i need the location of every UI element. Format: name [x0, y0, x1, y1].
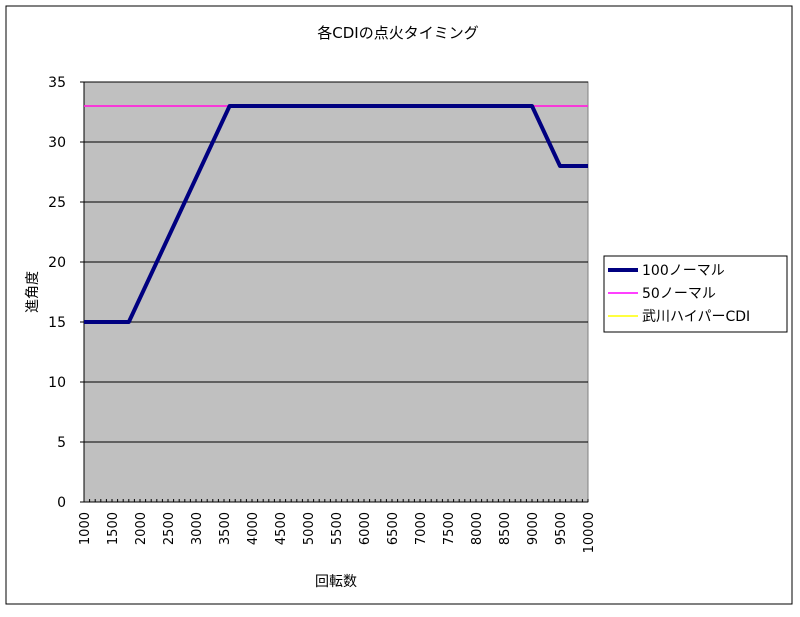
x-tick-label: 10000: [582, 512, 597, 553]
x-tick-label: 8500: [498, 512, 513, 545]
x-tick-label: 4500: [274, 512, 289, 545]
y-axis-label: 進角度: [25, 271, 41, 313]
legend-label: 武川ハイパーCDI: [642, 309, 750, 325]
x-tick-label: 5000: [302, 512, 317, 545]
legend-label: 100ノーマル: [642, 263, 725, 279]
x-tick-label: 2500: [162, 512, 177, 545]
x-tick-label: 4000: [246, 512, 261, 545]
x-tick-label: 9000: [526, 512, 541, 545]
y-tick-label: 5: [57, 435, 66, 451]
x-tick-label: 7500: [442, 512, 457, 545]
series-line: [84, 104, 588, 324]
y-tick-label: 25: [48, 195, 66, 211]
y-tick-label: 35: [48, 75, 66, 91]
x-tick-label: 9500: [554, 512, 569, 545]
x-tick-label: 6500: [386, 512, 401, 545]
x-tick-label: 2000: [134, 512, 149, 545]
y-tick-label: 20: [48, 255, 66, 271]
x-tick-label: 1000: [78, 512, 93, 545]
x-axis-label: 回転数: [315, 574, 357, 590]
x-tick-label: 3500: [218, 512, 233, 545]
plot-area: 0 5 10 15 20 25 30 35 1000 1500 2000 2500 3000 3500 40…: [48, 75, 597, 553]
plot-background: [83, 81, 589, 503]
y-tick-label: 10: [48, 375, 66, 391]
y-tick-label: 30: [48, 135, 66, 151]
chart-title: 各CDIの点火タイミング: [317, 24, 478, 42]
x-tick-label: 1500: [106, 512, 121, 545]
y-tick-label: 15: [48, 315, 66, 331]
x-tick-label: 8000: [470, 512, 485, 545]
x-tick-label: 3000: [190, 512, 205, 545]
x-tick-label: 6000: [358, 512, 373, 545]
y-tick-label: 0: [57, 495, 66, 511]
x-tick-label: 7000: [414, 512, 429, 545]
legend-label: 50ノーマル: [642, 286, 716, 302]
x-tick-label: 5500: [330, 512, 345, 545]
